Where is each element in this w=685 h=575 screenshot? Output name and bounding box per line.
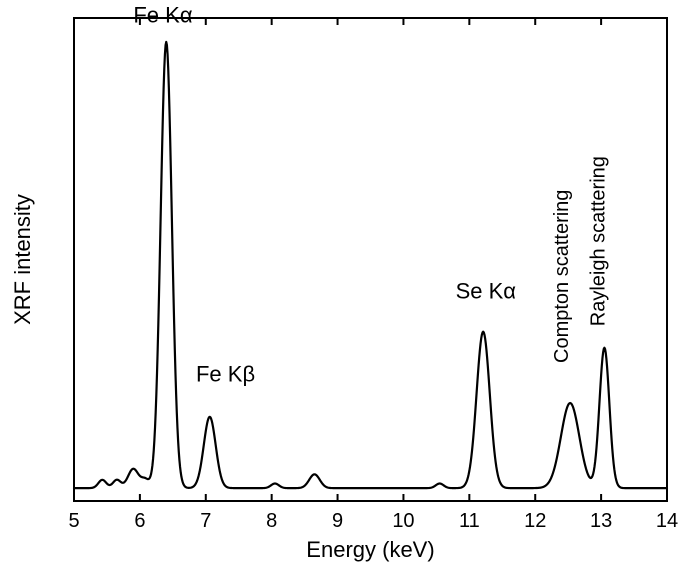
x-tick-label: 11 xyxy=(459,510,480,532)
peak-label: Se Kα xyxy=(456,279,517,304)
peak-label: Rayleigh scattering xyxy=(587,156,609,326)
y-axis-label: XRF intensity xyxy=(10,194,35,325)
chart-svg: 5 6 7 8 9 10 11 12 13 14 Energy (keV) XRF intensity… xyxy=(0,0,685,575)
spectrum-line xyxy=(74,42,667,488)
x-tick-label: 7 xyxy=(200,510,211,532)
peak-label: Fe Kα xyxy=(133,3,192,28)
peak-label: Fe Kβ xyxy=(196,361,255,386)
x-tick-label: 10 xyxy=(392,510,414,532)
x-tick-label: 9 xyxy=(332,510,343,532)
peak-label: Compton scattering xyxy=(551,190,573,363)
x-axis-label: Energy (keV) xyxy=(306,537,434,562)
x-tick-label: 6 xyxy=(134,510,145,532)
x-tick-label: 12 xyxy=(524,510,546,532)
x-tick-label: 13 xyxy=(590,510,612,532)
x-tick-label: 8 xyxy=(266,510,277,532)
x-tick-label: 5 xyxy=(68,510,79,532)
xrf-spectrum-chart: 5 6 7 8 9 10 11 12 13 14 Energy (keV) XRF intensity… xyxy=(0,0,685,575)
x-tick-label: 14 xyxy=(656,510,678,532)
